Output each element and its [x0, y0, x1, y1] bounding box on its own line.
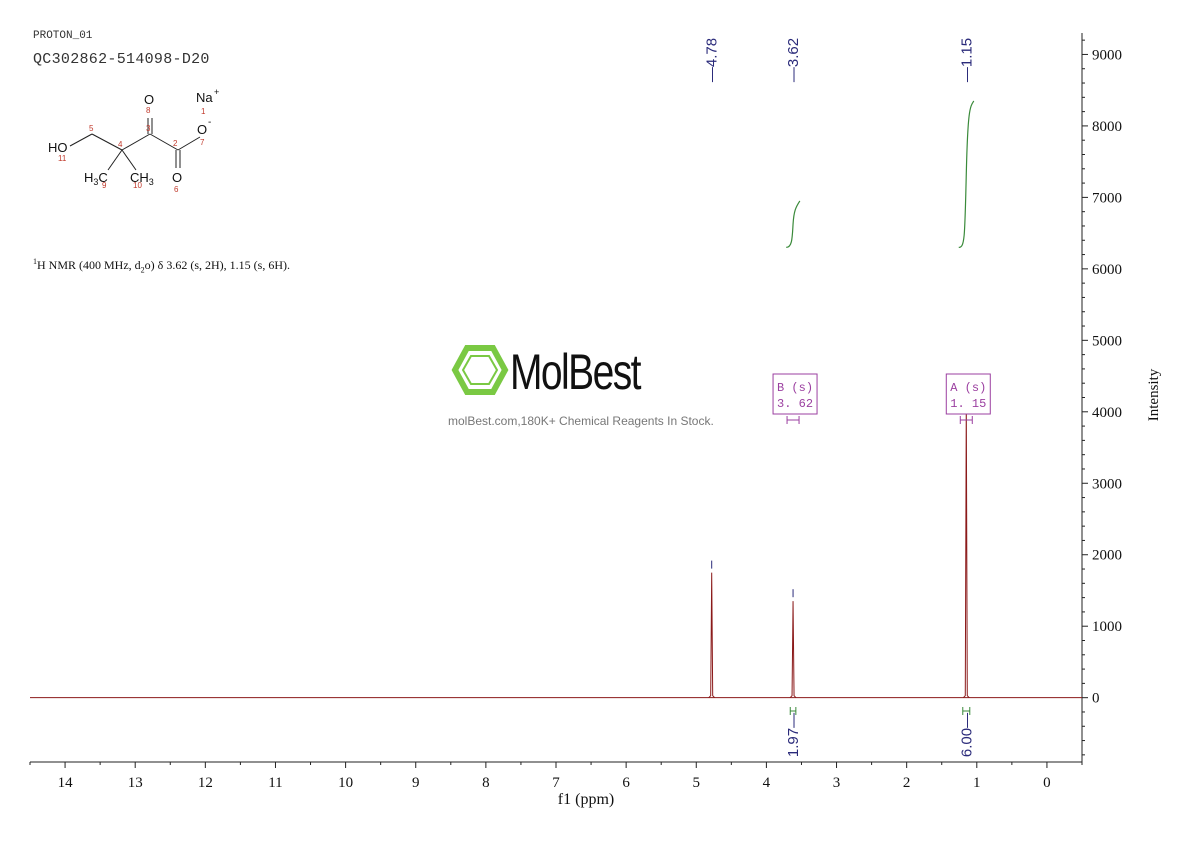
- spectrum-peak: [789, 601, 797, 699]
- atom-number: 6: [174, 185, 179, 194]
- acid-oxygen-label: O: [172, 170, 182, 185]
- multiplet-box: [945, 373, 991, 415]
- spectrum: [30, 389, 1082, 699]
- y-axis-label: Intensity: [1146, 368, 1162, 421]
- nmr-description: 1H NMR (400 MHz, d2o) δ 3.62 (s, 2H), 1.…: [33, 257, 290, 275]
- multiplet-shift-label: 3. 62: [777, 397, 813, 411]
- atom-number: 2: [173, 139, 178, 148]
- y-tick-label: 1000: [1092, 619, 1122, 635]
- atom-number: 11: [58, 154, 67, 163]
- integral-value-label: 1.97—: [785, 713, 802, 757]
- carboxylate-oxygen-label: O: [197, 122, 207, 137]
- x-tick-label: 3: [833, 775, 841, 791]
- methyl-a-label: H3C: [84, 170, 108, 187]
- x-tick-label: 4: [763, 775, 771, 791]
- x-tick-label: 6: [622, 775, 630, 791]
- x-tick-label: 8: [482, 775, 490, 791]
- atom-number: 4: [118, 140, 123, 149]
- y-tick-label: 4000: [1092, 405, 1122, 421]
- x-axis-label: f1 (ppm): [558, 791, 614, 808]
- atom-number: 5: [89, 124, 94, 133]
- experiment-name: PROTON_01: [33, 30, 93, 42]
- watermark-brand: MolBest: [510, 344, 642, 400]
- peak-shift-label: —1.15: [958, 38, 975, 82]
- peak-shift-label: —3.62: [785, 38, 802, 82]
- ho-label: HO: [48, 140, 68, 155]
- x-tick-label: 0: [1043, 775, 1051, 791]
- y-tick-label: 0: [1092, 691, 1100, 707]
- y-tick-label: 9000: [1092, 47, 1122, 63]
- watermark-logo-icon: [451, 345, 509, 395]
- integral-value-label: 6.00—: [958, 713, 975, 757]
- chemical-structure: HO O O - O Na + H3C CH3 1 2 3 4 5 6 7 8 …: [48, 87, 219, 194]
- integral-curve: [958, 100, 975, 249]
- watermark-tagline: molBest.com,180K+ Chemical Reagents In S…: [448, 414, 714, 428]
- y-tick-label: 3000: [1092, 476, 1122, 492]
- y-tick-label: 6000: [1092, 262, 1122, 278]
- methyl-b-label: CH3: [130, 170, 154, 187]
- x-tick-label: 9: [412, 775, 420, 791]
- x-tick-label: 5: [693, 775, 701, 791]
- multiplet-shift-label: 1. 15: [950, 397, 986, 411]
- atom-number: 1: [201, 107, 206, 116]
- peak-shift-label: —4.78: [704, 38, 721, 82]
- multiplet-box: [772, 373, 818, 415]
- x-tick-label: 11: [268, 775, 282, 791]
- x-tick-label: 12: [198, 775, 213, 791]
- integrals: 1.97— 6.00—: [785, 100, 975, 757]
- atom-number: 9: [102, 181, 107, 190]
- atom-number: 8: [146, 106, 151, 115]
- multiplet-id-label: A (s): [950, 381, 986, 395]
- y-tick-label: 7000: [1092, 190, 1122, 206]
- integral-curve: [786, 200, 801, 249]
- x-tick-label: 13: [128, 775, 143, 791]
- atom-number: 10: [133, 181, 142, 190]
- atom-number: 3: [146, 124, 151, 133]
- multiplets: B (s) 3. 62 A (s) 1. 15: [772, 373, 991, 424]
- x-tick-label: 1: [973, 775, 981, 791]
- axes: 14 13 12 11 10 9 8 7 6 5 4 3 2 1 0f1 (ppm)010002000300…: [29, 33, 1162, 808]
- peak-labels: —4.78 —3.62 —1.15: [704, 38, 976, 82]
- atom-numbers: 1 2 3 4 5 6 7 8 9 10 11: [58, 106, 206, 194]
- x-tick-label: 7: [552, 775, 560, 791]
- y-tick-label: 5000: [1092, 333, 1122, 349]
- spectrum-peak: [962, 401, 970, 699]
- sample-id: QC302862-514098-D20: [33, 51, 210, 68]
- y-tick-label: 2000: [1092, 548, 1122, 564]
- atom-number: 7: [200, 138, 205, 147]
- x-tick-label: 2: [903, 775, 911, 791]
- y-tick-label: 8000: [1092, 119, 1122, 135]
- multiplet-id-label: B (s): [777, 381, 813, 395]
- sodium-charge: +: [214, 87, 219, 97]
- sodium-label: Na: [196, 90, 213, 105]
- x-tick-label: 10: [338, 775, 353, 791]
- spectrum-peak: [708, 572, 716, 699]
- x-tick-label: 14: [58, 775, 74, 791]
- oxygen-charge: -: [208, 117, 211, 128]
- carbonyl-oxygen-label: O: [144, 92, 154, 107]
